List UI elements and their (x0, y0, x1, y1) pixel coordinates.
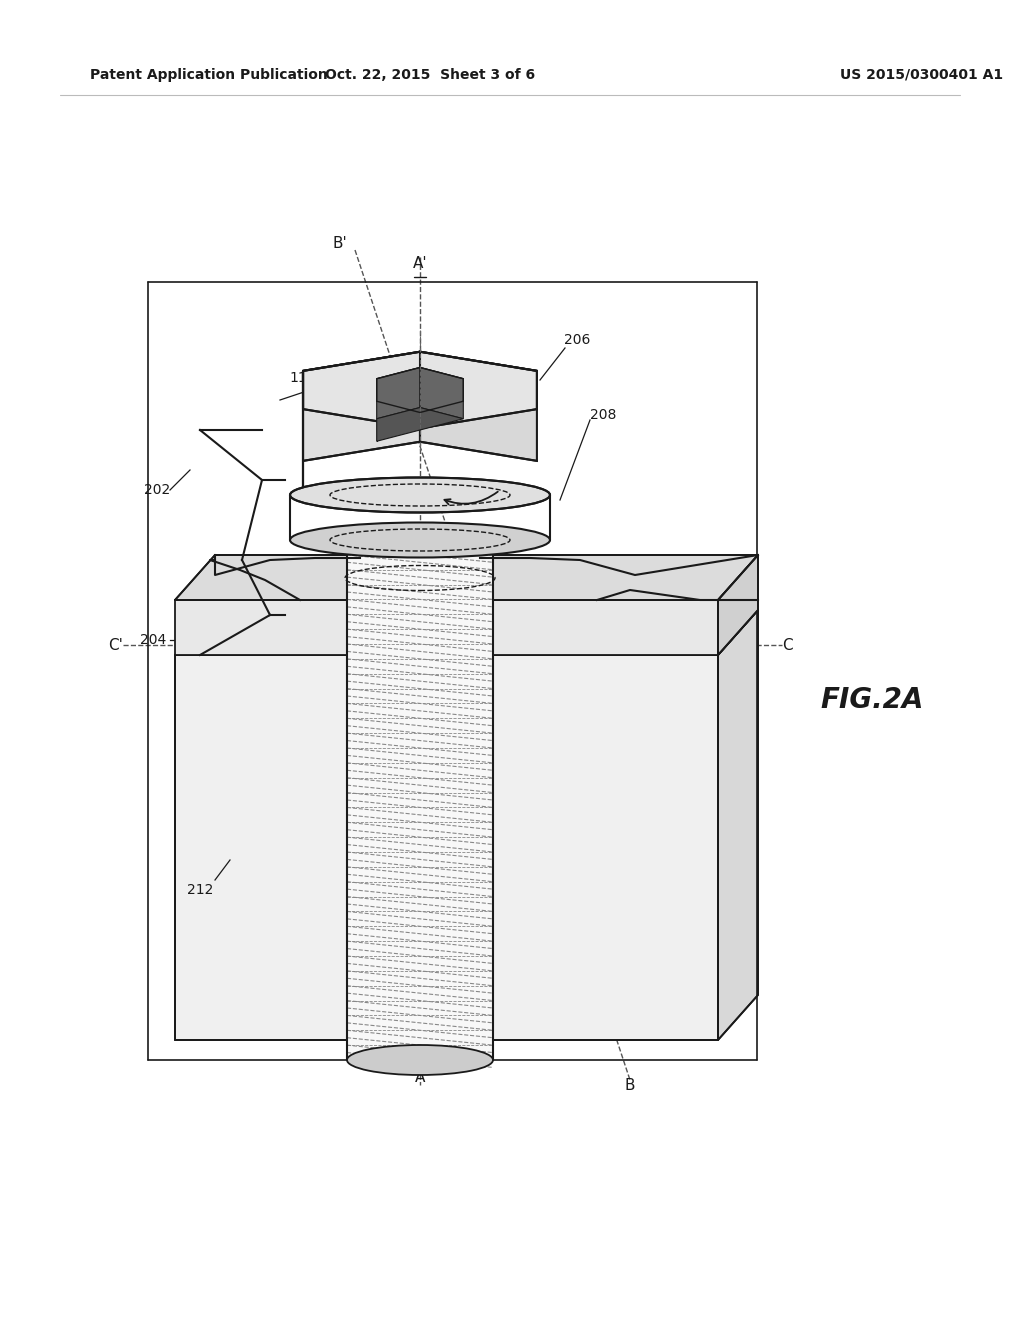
Text: 206: 206 (564, 333, 590, 347)
Text: 114: 114 (290, 371, 316, 385)
Text: C: C (782, 638, 793, 652)
Ellipse shape (290, 523, 550, 557)
Text: Oct. 22, 2015  Sheet 3 of 6: Oct. 22, 2015 Sheet 3 of 6 (325, 69, 536, 82)
Polygon shape (420, 351, 537, 461)
Polygon shape (303, 351, 420, 461)
Polygon shape (175, 610, 758, 655)
Polygon shape (377, 367, 463, 412)
Text: B': B' (333, 235, 347, 251)
Text: 204: 204 (140, 634, 166, 647)
Text: 208: 208 (590, 408, 616, 422)
Text: US 2015/0300401 A1: US 2015/0300401 A1 (840, 69, 1004, 82)
Polygon shape (718, 610, 758, 1040)
Text: FIG.2A: FIG.2A (820, 686, 924, 714)
Polygon shape (420, 367, 463, 418)
Text: C': C' (109, 638, 123, 652)
Polygon shape (347, 540, 493, 1060)
Polygon shape (718, 554, 758, 655)
Polygon shape (377, 367, 420, 418)
Polygon shape (175, 554, 758, 601)
Polygon shape (377, 408, 463, 441)
Text: B: B (625, 1077, 635, 1093)
Text: 212: 212 (186, 883, 213, 898)
Text: A: A (415, 1071, 425, 1085)
Text: Patent Application Publication: Patent Application Publication (90, 69, 328, 82)
Text: 202: 202 (144, 483, 170, 498)
Ellipse shape (347, 1045, 493, 1074)
Polygon shape (303, 351, 537, 428)
Polygon shape (175, 601, 718, 655)
Ellipse shape (290, 478, 550, 512)
Polygon shape (175, 655, 718, 1040)
Text: A': A' (413, 256, 427, 272)
